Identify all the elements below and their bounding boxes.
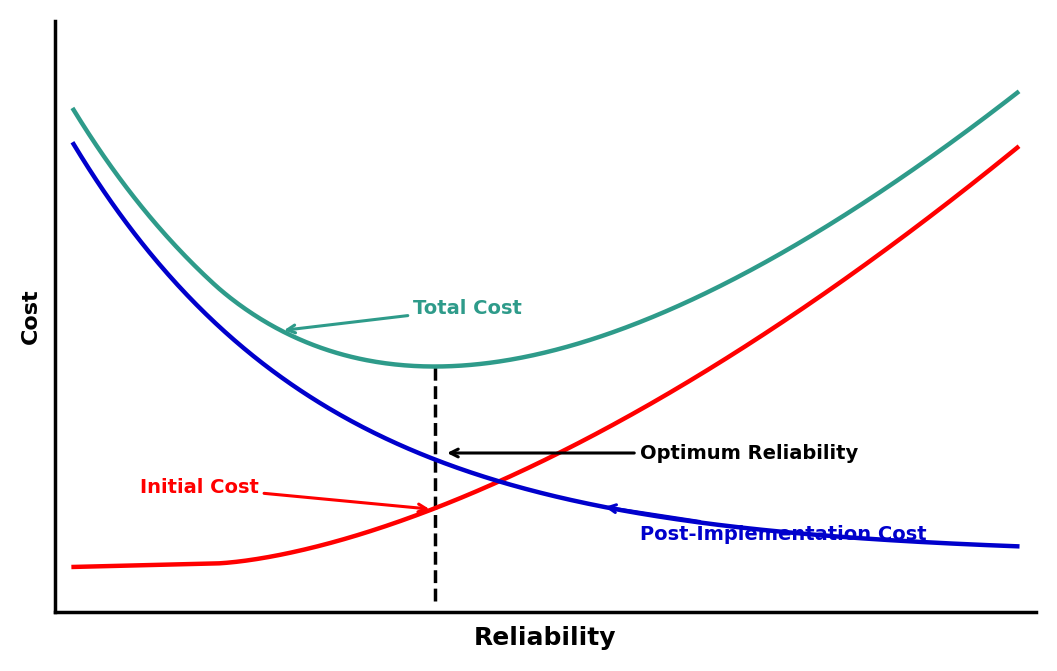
Text: Optimum Reliability: Optimum Reliability: [450, 444, 858, 462]
Text: Initial Cost: Initial Cost: [140, 478, 426, 512]
Y-axis label: Cost: Cost: [21, 289, 41, 344]
X-axis label: Reliability: Reliability: [475, 626, 616, 650]
Text: Post-Implementation Cost: Post-Implementation Cost: [608, 505, 926, 544]
Text: Total Cost: Total Cost: [288, 299, 522, 333]
